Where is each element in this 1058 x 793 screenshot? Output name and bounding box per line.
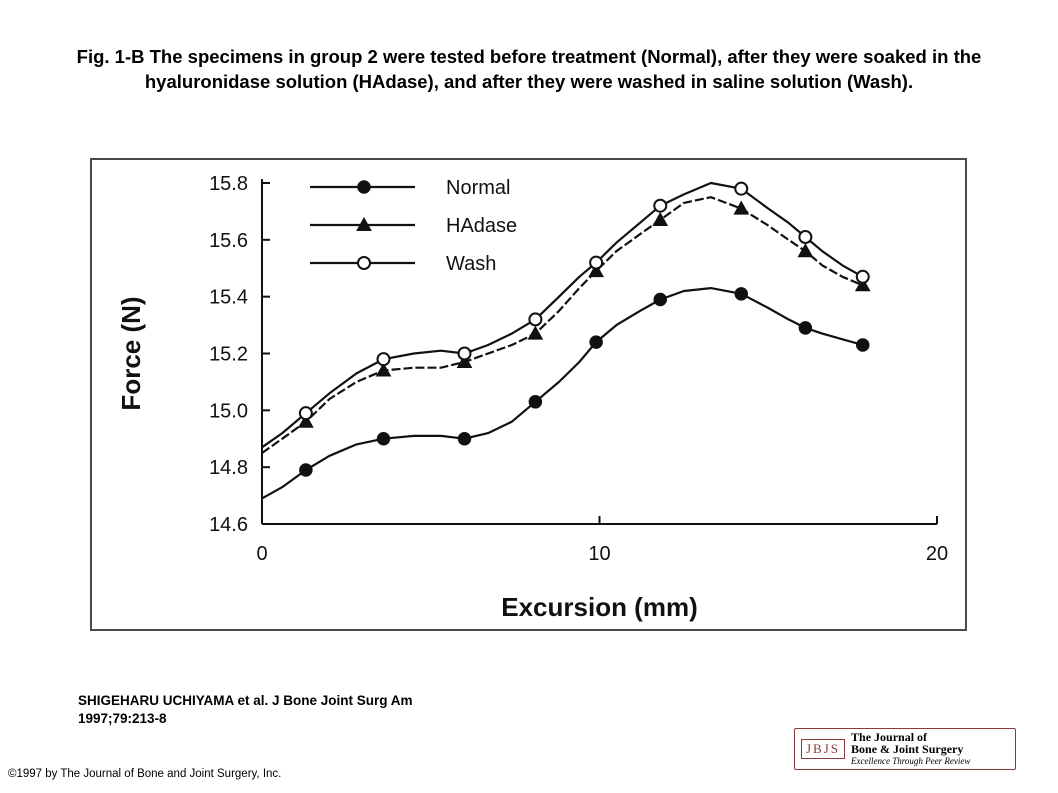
data-point-hadase <box>797 243 814 258</box>
legend-label-normal: Normal <box>446 177 510 199</box>
citation-line-1: SHIGEHARU UCHIYAMA et al. J Bone Joint S… <box>78 693 413 708</box>
data-point-wash <box>589 255 604 270</box>
jbjs-logo-mark: JBJS <box>801 739 846 759</box>
legend-marker-wash <box>357 256 371 270</box>
figure-caption: Fig. 1-B The specimens in group 2 were t… <box>76 46 982 92</box>
y-tick-label: 15.2 <box>209 344 248 366</box>
series-wash <box>261 181 870 449</box>
series-line-hadase <box>261 196 864 454</box>
citation-line-2: 1997;79:213-8 <box>78 711 167 726</box>
data-point-hadase <box>456 354 473 369</box>
chart-frame: 14.6 14.8 15.0 15.2 15.4 15.6 15.8 0 10 20 Excursi… <box>90 158 967 631</box>
data-point-hadase <box>527 325 544 340</box>
logo-line-1: The Journal of <box>851 730 928 744</box>
data-point-wash <box>855 269 870 284</box>
copyright-notice: ©1997 by The Journal of Bone and Joint S… <box>8 768 282 780</box>
series-hadase <box>261 196 871 454</box>
data-point-hadase <box>298 413 314 428</box>
series-line-normal <box>261 287 864 500</box>
legend-marker-normal <box>357 180 371 194</box>
x-tick-label: 20 <box>926 543 948 565</box>
data-point-hadase <box>588 263 604 278</box>
y-axis-title: Force (N) <box>116 296 146 410</box>
journal-logo-text: The Journal of Bone & Joint Surgery Exce… <box>851 731 970 767</box>
data-point-wash <box>653 198 668 213</box>
data-point-wash <box>298 406 313 421</box>
data-point-wash <box>376 352 391 367</box>
data-point-hadase <box>652 211 669 226</box>
y-tick-label: 15.4 <box>209 287 248 309</box>
x-tick-label: 10 <box>588 543 610 565</box>
data-point-normal <box>299 463 313 477</box>
data-point-normal <box>376 432 391 446</box>
data-point-normal <box>734 287 748 301</box>
series-line-wash <box>261 181 864 449</box>
data-point-normal <box>798 321 813 335</box>
y-tick-label: 15.8 <box>209 173 248 195</box>
data-point-normal <box>653 292 667 307</box>
data-point-normal <box>589 335 603 349</box>
data-point-wash <box>528 312 543 327</box>
chart-legend: Normal HAdase Wash <box>310 177 517 275</box>
x-tick-label: 0 <box>256 543 267 565</box>
logo-line-3: Excellence Through Peer Review <box>851 756 971 766</box>
data-point-wash <box>457 346 472 361</box>
y-tick-label: 15.6 <box>209 230 248 252</box>
data-point-hadase <box>733 200 750 215</box>
y-tick-label: 15.0 <box>209 400 248 422</box>
data-point-normal <box>457 432 472 446</box>
data-point-hadase <box>854 277 871 292</box>
x-axis-title: Excursion (mm) <box>501 592 698 622</box>
legend-label-wash: Wash <box>446 253 496 275</box>
data-point-normal <box>528 395 543 409</box>
force-excursion-chart: 14.6 14.8 15.0 15.2 15.4 15.6 15.8 0 10 20 Excursi… <box>116 173 948 622</box>
series-layer <box>261 181 871 500</box>
legend-marker-hadase <box>356 216 372 231</box>
data-point-wash <box>798 229 813 244</box>
y-tick-label: 14.8 <box>209 457 248 479</box>
journal-logo: JBJS The Journal of Bone & Joint Surgery… <box>794 728 1016 770</box>
citation: SHIGEHARU UCHIYAMA et al. J Bone Joint S… <box>78 692 498 728</box>
logo-line-2: Bone & Joint Surgery <box>851 742 964 756</box>
data-point-normal <box>856 338 870 352</box>
data-point-hadase <box>375 362 392 377</box>
legend-label-hadase: HAdase <box>446 215 517 237</box>
y-tick-label: 14.6 <box>209 514 248 536</box>
series-normal <box>261 287 870 500</box>
chart-axes: 14.6 14.8 15.0 15.2 15.4 15.6 15.8 0 10 20 Excursi… <box>116 173 948 622</box>
data-point-wash <box>734 181 749 196</box>
